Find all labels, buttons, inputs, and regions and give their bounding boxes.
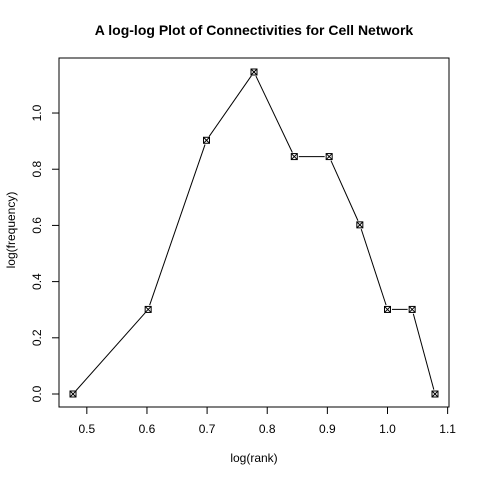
data-point — [431, 390, 439, 398]
y-tick-label: 0.6 — [30, 217, 44, 234]
data-point — [408, 305, 416, 313]
x-axis: 0.5 0.6 0.7 0.8 0.9 1.0 1.1 — [78, 406, 456, 436]
x-tick-label: 0.8 — [259, 422, 276, 436]
data-point-box — [69, 390, 77, 398]
chart-title: A log-log Plot of Connectivities for Cel… — [95, 22, 414, 38]
data-point-cross — [325, 153, 333, 160]
x-tick-label: 0.7 — [199, 422, 216, 436]
data-point-box — [325, 153, 333, 161]
x-axis-label: log(rank) — [230, 451, 277, 465]
data-point-cross — [290, 153, 298, 160]
data-point-cross — [384, 306, 391, 313]
series-line-segment — [255, 75, 293, 153]
data-point — [290, 153, 298, 161]
data-point — [383, 305, 391, 313]
series-line-segment — [330, 160, 359, 221]
series-line-segment — [360, 228, 387, 306]
x-tick-label: 1.1 — [439, 422, 456, 436]
series-line-segment — [149, 144, 206, 306]
data-point-box — [408, 305, 416, 313]
data-point-box — [250, 68, 258, 76]
data-point-cross — [203, 136, 210, 144]
data-point-box — [144, 305, 152, 313]
data-point — [325, 153, 333, 161]
data-point-cross — [408, 306, 416, 313]
series-line-segment — [208, 75, 252, 137]
x-tick-label: 0.6 — [139, 422, 156, 436]
data-point — [356, 221, 364, 229]
data-point-cross — [144, 306, 152, 313]
y-tick-label: 1.0 — [30, 104, 44, 121]
series-line-segment — [412, 313, 435, 390]
data-point-cross — [250, 68, 258, 76]
data-point — [202, 136, 210, 144]
y-tick-label: 0.4 — [30, 273, 44, 290]
y-axis: 0.0 0.2 0.4 0.6 0.8 1.0 — [30, 104, 60, 402]
y-axis-label: log(frequency) — [4, 192, 18, 269]
y-tick-label: 0.2 — [30, 329, 44, 346]
series-line-segment — [75, 312, 146, 391]
data-point-box — [383, 305, 391, 313]
data-point — [144, 305, 152, 313]
data-point-cross — [69, 390, 77, 398]
data-point — [250, 68, 258, 76]
y-tick-label: 0.8 — [30, 161, 44, 178]
x-tick-label: 1.0 — [379, 422, 396, 436]
data-point-cross — [431, 390, 439, 398]
data-point-box — [290, 153, 298, 161]
data-point — [69, 390, 77, 398]
x-tick-label: 0.5 — [78, 422, 95, 436]
data-point-cross — [356, 221, 364, 229]
data-point-box — [356, 221, 364, 229]
data-point-box — [202, 136, 210, 144]
y-tick-label: 0.0 — [30, 385, 44, 402]
x-tick-label: 0.9 — [319, 422, 336, 436]
series-layer — [69, 68, 439, 398]
data-point-box — [431, 390, 439, 398]
